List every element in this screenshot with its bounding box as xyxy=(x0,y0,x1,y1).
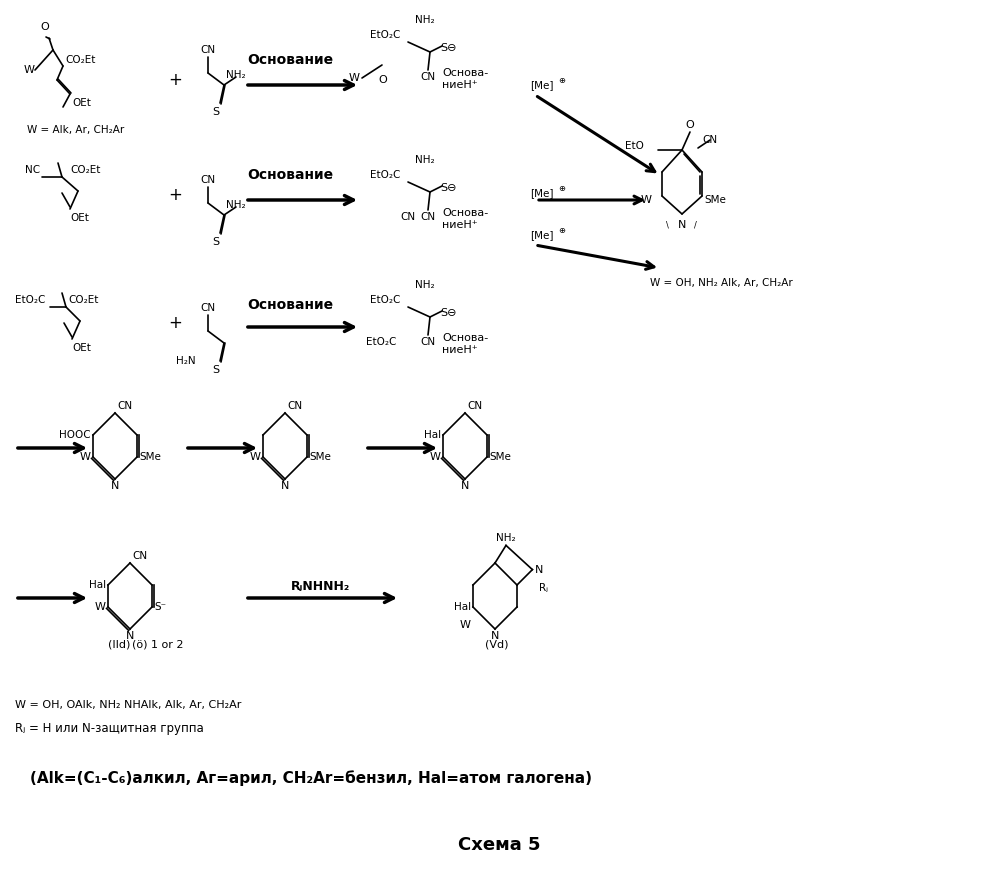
Text: (ö) 1 or 2: (ö) 1 or 2 xyxy=(132,639,184,649)
Text: Основа-
ниеH⁺: Основа- ниеH⁺ xyxy=(442,68,489,90)
Text: O: O xyxy=(378,75,387,85)
Text: SMe: SMe xyxy=(704,195,726,205)
Text: CO₂Et: CO₂Et xyxy=(70,165,100,175)
Text: N: N xyxy=(281,481,289,491)
Text: OEt: OEt xyxy=(70,213,89,223)
Text: ⊕: ⊕ xyxy=(558,184,565,193)
Text: CN: CN xyxy=(420,337,436,347)
Text: CN: CN xyxy=(200,45,215,55)
Text: S⊖: S⊖ xyxy=(440,308,457,318)
Text: S⊖: S⊖ xyxy=(440,183,457,193)
Text: Hal: Hal xyxy=(454,602,471,612)
Text: Rⱼ: Rⱼ xyxy=(539,583,548,593)
Text: EtO₂C: EtO₂C xyxy=(370,295,401,305)
Text: CN: CN xyxy=(400,212,416,222)
Text: SMe: SMe xyxy=(309,452,331,462)
Text: HOOC: HOOC xyxy=(59,430,91,440)
Text: S⁻: S⁻ xyxy=(154,602,166,612)
Text: W: W xyxy=(430,452,441,462)
Text: (IId): (IId) xyxy=(108,639,131,649)
Text: W: W xyxy=(95,602,106,612)
Text: N: N xyxy=(126,631,134,641)
Text: [Me]: [Me] xyxy=(530,188,553,198)
Text: W: W xyxy=(24,65,35,75)
Text: CN: CN xyxy=(420,72,436,82)
Text: NH₂: NH₂ xyxy=(416,15,435,25)
Text: O: O xyxy=(685,120,694,130)
Text: Rⱼ = H или N-защитная группа: Rⱼ = H или N-защитная группа xyxy=(15,722,204,735)
Text: [Me]: [Me] xyxy=(530,80,553,90)
Text: S⊖: S⊖ xyxy=(440,43,457,53)
Text: W: W xyxy=(460,620,471,629)
Text: SMe: SMe xyxy=(489,452,510,462)
Text: Схема 5: Схема 5 xyxy=(458,836,540,854)
Text: SMe: SMe xyxy=(139,452,161,462)
Text: W = OH, NH₂ Alk, Ar, CH₂Ar: W = OH, NH₂ Alk, Ar, CH₂Ar xyxy=(650,278,793,288)
Text: W = OH, OAlk, NH₂ NHAlk, Alk, Ar, CH₂Ar: W = OH, OAlk, NH₂ NHAlk, Alk, Ar, CH₂Ar xyxy=(15,700,242,710)
Text: CN: CN xyxy=(117,401,132,411)
Text: +: + xyxy=(168,71,182,89)
Text: ⊕: ⊕ xyxy=(558,225,565,234)
Text: RⱼNHNH₂: RⱼNHNH₂ xyxy=(291,580,350,592)
Text: [Me]: [Me] xyxy=(530,230,553,240)
Text: N: N xyxy=(677,220,686,230)
Text: Основание: Основание xyxy=(247,53,333,67)
Text: EtO₂C: EtO₂C xyxy=(370,30,401,40)
Text: (Alk=(C₁-C₆)алкил, Аг=арил, CH₂Ar=бензил, Hal=атом галогена): (Alk=(C₁-C₆)алкил, Аг=арил, CH₂Ar=бензил… xyxy=(30,770,592,786)
Text: CN: CN xyxy=(420,212,436,222)
Text: S: S xyxy=(213,365,220,375)
Text: N: N xyxy=(461,481,470,491)
Text: Hal: Hal xyxy=(424,430,441,440)
Text: O: O xyxy=(41,22,49,32)
Text: CN: CN xyxy=(467,401,483,411)
Text: W: W xyxy=(641,195,652,205)
Text: NH₂: NH₂ xyxy=(226,200,246,210)
Text: S: S xyxy=(213,237,220,247)
Text: W = Alk, Ar, CH₂Ar: W = Alk, Ar, CH₂Ar xyxy=(27,125,124,135)
Text: NH₂: NH₂ xyxy=(416,280,435,290)
Text: S: S xyxy=(213,107,220,117)
Text: Основание: Основание xyxy=(247,298,333,312)
Text: NH₂: NH₂ xyxy=(416,155,435,165)
Text: +: + xyxy=(168,186,182,204)
Text: CO₂Et: CO₂Et xyxy=(65,55,95,65)
Text: NH₂: NH₂ xyxy=(497,533,515,543)
Text: EtO₂C: EtO₂C xyxy=(15,295,45,305)
Text: N: N xyxy=(111,481,119,491)
Text: N: N xyxy=(491,631,500,641)
Text: OEt: OEt xyxy=(72,343,91,353)
Text: N: N xyxy=(534,565,542,575)
Text: CN: CN xyxy=(200,175,215,185)
Text: +: + xyxy=(168,314,182,332)
Text: Основа-
ниеH⁺: Основа- ниеH⁺ xyxy=(442,333,489,355)
Text: CO₂Et: CO₂Et xyxy=(68,295,98,305)
Text: NC: NC xyxy=(25,165,40,175)
Text: NH₂: NH₂ xyxy=(226,70,246,80)
Text: Основание: Основание xyxy=(247,168,333,182)
Text: \: \ xyxy=(666,220,669,229)
Text: CN: CN xyxy=(132,551,147,561)
Text: Основа-
ниеH⁺: Основа- ниеH⁺ xyxy=(442,208,489,230)
Text: OEt: OEt xyxy=(72,98,91,108)
Text: CN: CN xyxy=(200,303,215,313)
Text: CN: CN xyxy=(702,135,717,145)
Text: W: W xyxy=(349,73,360,83)
Text: /: / xyxy=(694,220,697,229)
Text: ⊕: ⊕ xyxy=(558,76,565,84)
Text: EtO: EtO xyxy=(625,141,644,151)
Text: EtO₂C: EtO₂C xyxy=(370,170,401,180)
Text: Hal: Hal xyxy=(89,580,106,590)
Text: W: W xyxy=(250,452,261,462)
Text: CN: CN xyxy=(287,401,302,411)
Text: (Vd): (Vd) xyxy=(485,639,508,649)
Text: W: W xyxy=(80,452,91,462)
Text: H₂N: H₂N xyxy=(177,356,196,366)
Text: EtO₂C: EtO₂C xyxy=(366,337,397,347)
